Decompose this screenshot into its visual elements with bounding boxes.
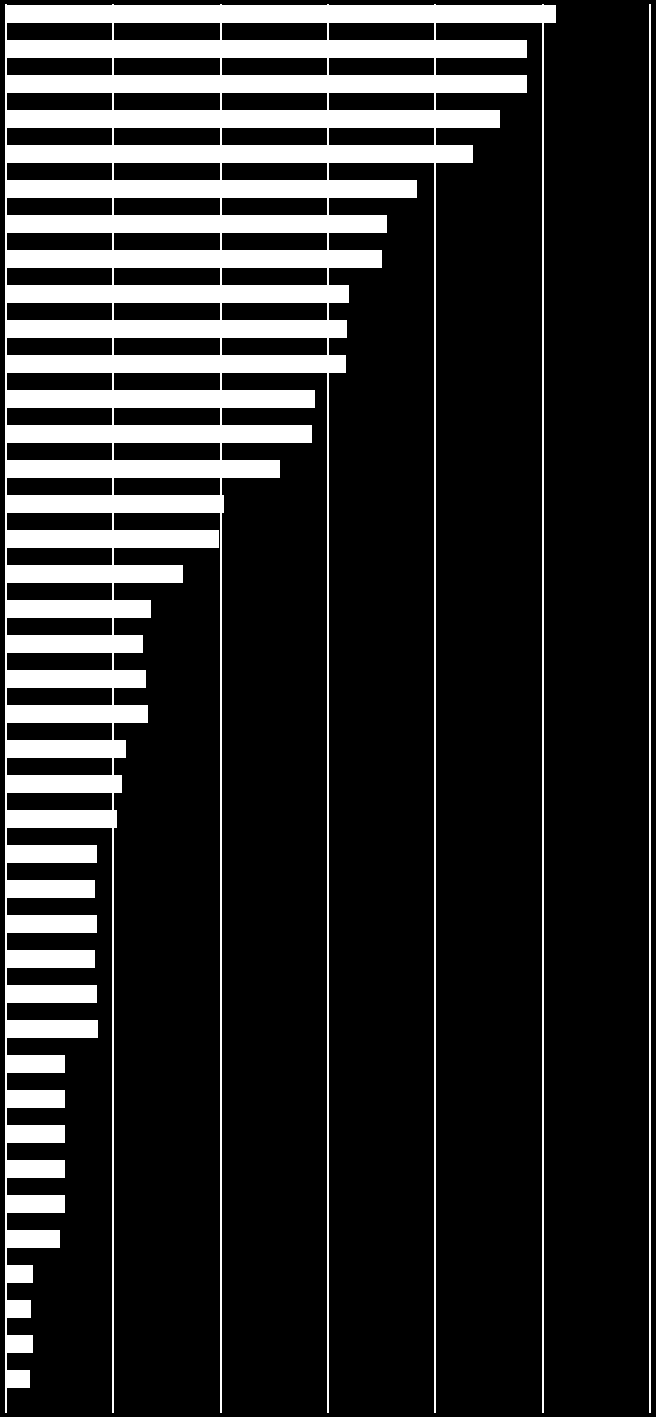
plot-area xyxy=(6,4,650,1413)
bar xyxy=(6,1300,31,1318)
bar xyxy=(6,1055,65,1073)
bar xyxy=(6,215,387,233)
bar xyxy=(6,5,556,23)
bar xyxy=(6,180,417,198)
bar xyxy=(6,810,117,828)
bar xyxy=(6,565,183,583)
bar xyxy=(6,1020,98,1038)
bar xyxy=(6,495,224,513)
bar xyxy=(6,285,349,303)
bar xyxy=(6,40,527,58)
bar xyxy=(6,845,97,863)
bar xyxy=(6,915,97,933)
bar xyxy=(6,320,347,338)
bar xyxy=(6,1335,33,1353)
bar xyxy=(6,425,312,443)
bar xyxy=(6,740,126,758)
bar xyxy=(6,635,143,653)
chart-container xyxy=(0,0,656,1417)
bar xyxy=(6,1090,65,1108)
bar xyxy=(6,1195,65,1213)
bar xyxy=(6,1125,65,1143)
gridline xyxy=(542,4,544,1413)
bar xyxy=(6,250,382,268)
bar xyxy=(6,145,473,163)
bar xyxy=(6,1160,65,1178)
bar xyxy=(6,1370,30,1388)
bar xyxy=(6,600,151,618)
bar xyxy=(6,110,500,128)
gridline xyxy=(649,4,651,1413)
gridline xyxy=(434,4,436,1413)
bar xyxy=(6,355,346,373)
bar xyxy=(6,880,95,898)
bar xyxy=(6,670,146,688)
bar xyxy=(6,75,527,93)
bar xyxy=(6,1265,33,1283)
bar xyxy=(6,1230,60,1248)
bar xyxy=(6,390,315,408)
bar xyxy=(6,705,148,723)
bar xyxy=(6,985,97,1003)
bar xyxy=(6,530,219,548)
bar xyxy=(6,460,280,478)
bar xyxy=(6,775,122,793)
bar xyxy=(6,950,95,968)
